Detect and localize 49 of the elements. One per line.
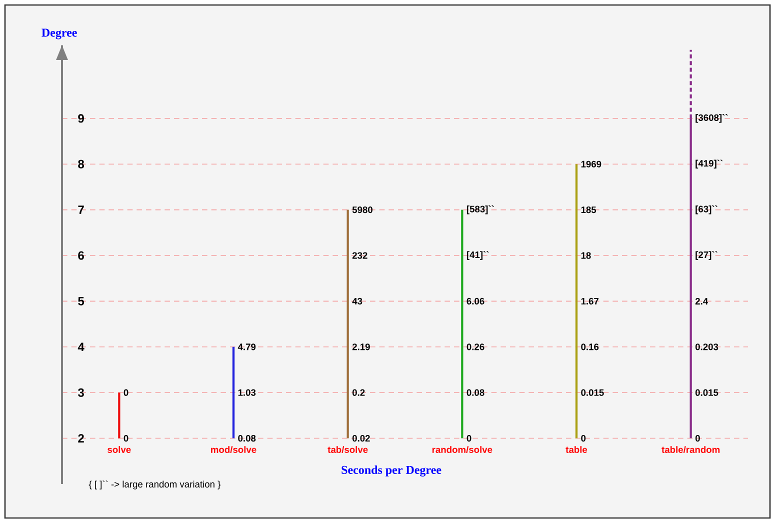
annotation: 5980 [352, 206, 372, 214]
annotation: 0.08 [238, 434, 256, 442]
annotation: 232 [352, 252, 368, 259]
y-tick-label: 7 [78, 206, 84, 214]
annotation: 43 [352, 298, 362, 305]
annotation: 0.015 [581, 389, 604, 396]
annotation: 0.26 [466, 344, 484, 350]
x-axis-title: Seconds per Degree [342, 466, 442, 476]
annotation: 0.2 [352, 389, 365, 396]
annotation: 0.02 [352, 434, 370, 442]
annotation: 1.67 [581, 298, 599, 304]
annotation: 0 [124, 434, 128, 442]
y-tick-label: 5 [78, 297, 84, 306]
annotation: { [ ]`` -> large random variation } [88, 480, 221, 490]
annotation: [41]`` [466, 251, 489, 260]
annotation: 0 [466, 434, 472, 442]
annotation: 185 [581, 206, 596, 214]
annotation: 0.015 [695, 389, 718, 396]
y-tick-label: 3 [78, 388, 84, 397]
y-tick-label: 4 [78, 342, 84, 352]
annotation: [419]`` [696, 160, 723, 169]
y-tick-label: 6 [78, 251, 84, 260]
annotation: 18 [581, 252, 591, 259]
annotation: 2.4 [695, 298, 708, 304]
annotation: [63]`` [696, 205, 718, 214]
x-tick-label: mod/solve [211, 446, 256, 454]
annotation: 1969 [581, 160, 602, 168]
x-tick-label: tab/solve [328, 446, 368, 454]
annotation: 0.203 [695, 344, 718, 350]
annotation: [583]`` [466, 205, 494, 214]
y-axis-title: Degree [42, 28, 77, 40]
x-tick-label: solve [108, 446, 131, 453]
annotation: 0.08 [466, 389, 484, 396]
annotation: 1.03 [238, 389, 256, 396]
x-tick-label: table/random [662, 446, 720, 454]
annotation: 0 [695, 434, 700, 442]
annotation: 0.16 [581, 344, 599, 350]
y-tick-label: 8 [78, 160, 84, 168]
annotation: 0 [124, 389, 128, 396]
y-tick-label: 2 [78, 434, 84, 442]
y-tick-label: 9 [78, 114, 84, 123]
annotation: [27]`` [696, 251, 718, 260]
x-tick-label: random/solve [432, 446, 492, 454]
annotation: 2.19 [352, 344, 370, 350]
annotation: [3608]`` [696, 114, 728, 123]
annotation: 4.79 [238, 344, 256, 350]
annotation: 6.06 [466, 298, 484, 304]
annotation: 0 [581, 434, 586, 442]
x-tick-label: table [566, 446, 588, 453]
